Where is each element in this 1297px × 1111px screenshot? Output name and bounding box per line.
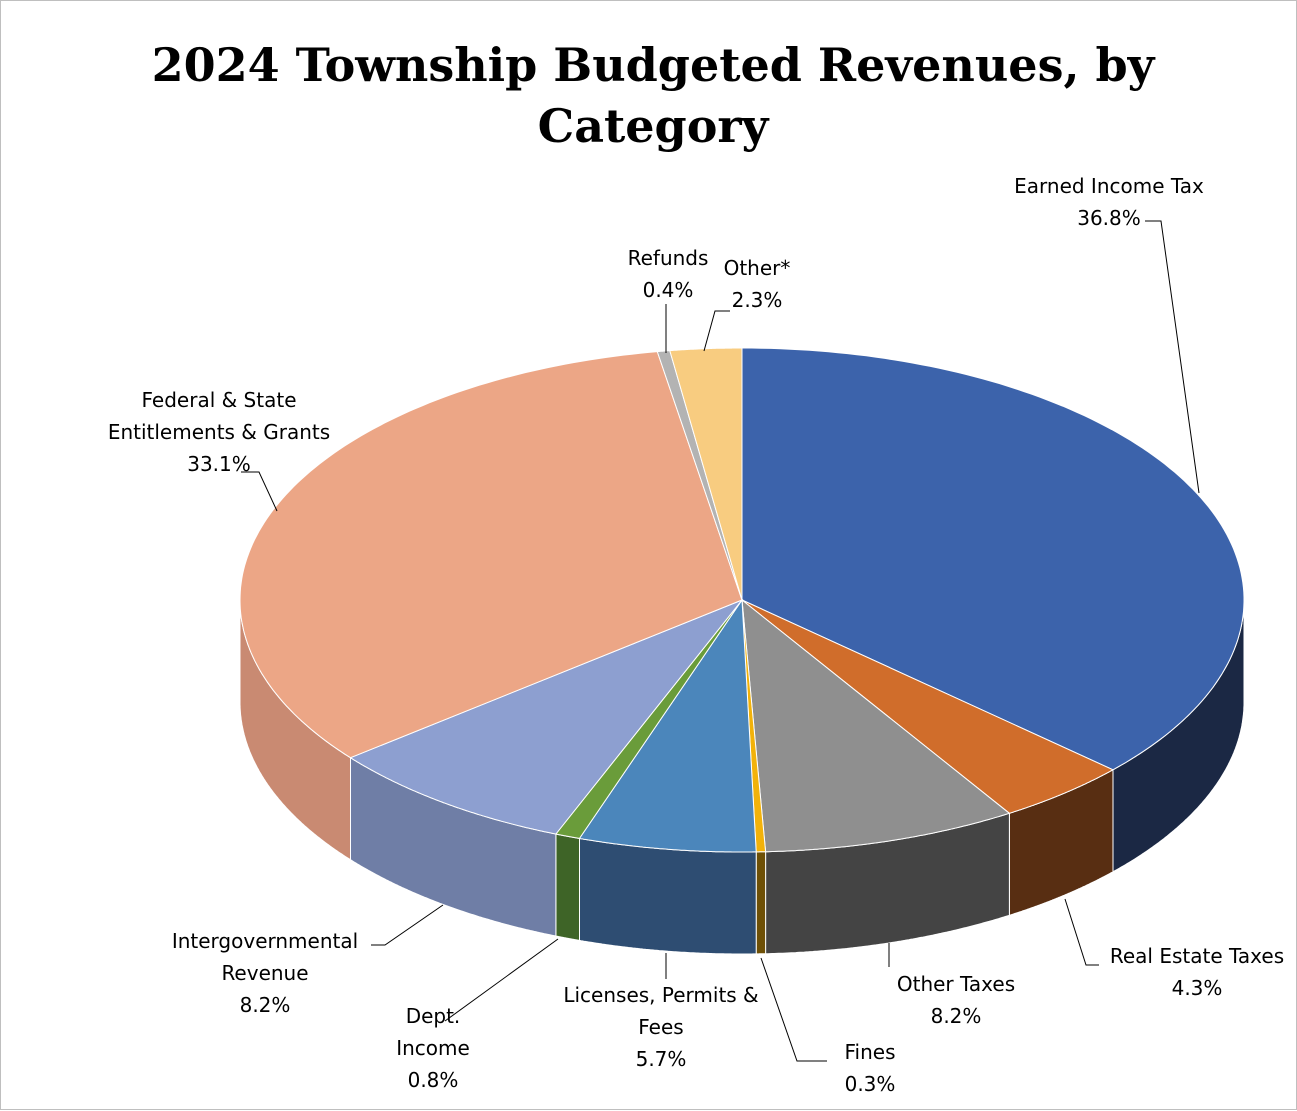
data-label-value: 2.3% bbox=[732, 288, 783, 312]
pie-slice-real-estate-taxes bbox=[741, 599, 1115, 814]
pie-slice-licenses-permits-fees bbox=[578, 598, 757, 853]
leader-line-federal-state-entitlements-grants bbox=[241, 471, 278, 512]
data-label-name: Intergovernmental bbox=[172, 929, 358, 953]
data-label-licenses-permits-fees: Licenses, Permits & Fees 5.7% bbox=[563, 983, 758, 1071]
data-label-value: 36.8% bbox=[1077, 206, 1141, 230]
data-label-other-taxes: Other Taxes 8.2% bbox=[897, 972, 1015, 1028]
pie-side-licenses-permits-fees bbox=[579, 837, 757, 955]
data-label-name: Income bbox=[396, 1036, 470, 1060]
pie-slice-other-taxes bbox=[741, 598, 1011, 853]
pie-side-dept-income bbox=[555, 833, 580, 941]
leader-line-dept-income bbox=[444, 938, 559, 1022]
pie-side-fines bbox=[755, 851, 767, 955]
data-label-refunds: Refunds 0.4% bbox=[628, 246, 709, 302]
pie-slice-refunds bbox=[656, 350, 743, 601]
data-label-value: 5.7% bbox=[636, 1047, 687, 1071]
chart-title-line-1: 2024 Township Budgeted Revenues, by bbox=[152, 38, 1156, 92]
data-label-name: Other Taxes bbox=[897, 972, 1015, 996]
data-label-value: 0.8% bbox=[408, 1068, 459, 1092]
data-label-other: Other* 2.3% bbox=[724, 256, 791, 312]
data-label-value: 8.2% bbox=[240, 993, 291, 1017]
label-layer: Earned Income Tax 36.8% Real Estate Taxes 4… bbox=[108, 174, 1284, 1096]
data-label-name: Refunds bbox=[628, 246, 709, 270]
leader-line-fines bbox=[760, 957, 827, 1062]
data-label-value: 4.3% bbox=[1172, 976, 1223, 1000]
pie-slice-fines bbox=[741, 599, 767, 853]
pie-slice-dept-income bbox=[555, 599, 743, 839]
leader-line-real-estate-taxes bbox=[1064, 898, 1099, 966]
pie-slice-other bbox=[669, 347, 743, 601]
pie-slice-intergovernmental-revenue bbox=[349, 598, 744, 835]
data-label-name: Real Estate Taxes bbox=[1110, 944, 1284, 968]
data-label-real-estate-taxes: Real Estate Taxes 4.3% bbox=[1110, 944, 1284, 1000]
data-label-fines: Fines 0.3% bbox=[844, 1040, 895, 1096]
pie-slice-earned-income-tax bbox=[741, 347, 1245, 771]
data-label-value: 0.3% bbox=[845, 1072, 896, 1096]
leader-line-intergovernmental-revenue bbox=[371, 904, 444, 946]
data-label-value: 8.2% bbox=[931, 1004, 982, 1028]
data-label-name: Fines bbox=[844, 1040, 895, 1064]
data-label-name: Fees bbox=[638, 1015, 683, 1039]
pie-layer bbox=[239, 347, 1245, 955]
data-label-name: Entitlements & Grants bbox=[108, 420, 330, 444]
pie-slice-federal-state-entitlements-grants bbox=[239, 351, 743, 759]
data-label-name: Revenue bbox=[221, 961, 308, 985]
chart-title-line-2: Category bbox=[538, 99, 770, 153]
data-label-name: Earned Income Tax bbox=[1014, 174, 1204, 198]
data-label-federal-state-entitlements-grants: Federal & State Entitlements & Grants 33.1… bbox=[108, 388, 330, 476]
data-label-name: Other* bbox=[724, 256, 791, 280]
leader-line-other bbox=[703, 310, 730, 352]
data-label-earned-income-tax: Earned Income Tax 36.8% bbox=[1014, 174, 1204, 230]
data-label-value: 33.1% bbox=[187, 452, 251, 476]
leader-line-earned-income-tax bbox=[1145, 220, 1200, 494]
data-label-intergovernmental-revenue: Intergovernmental Revenue 8.2% bbox=[172, 929, 358, 1017]
data-label-name: Federal & State bbox=[142, 388, 297, 412]
data-label-value: 0.4% bbox=[643, 278, 694, 302]
data-label-name: Licenses, Permits & bbox=[563, 983, 758, 1007]
data-label-dept-income: Dept. Income 0.8% bbox=[396, 1004, 470, 1092]
